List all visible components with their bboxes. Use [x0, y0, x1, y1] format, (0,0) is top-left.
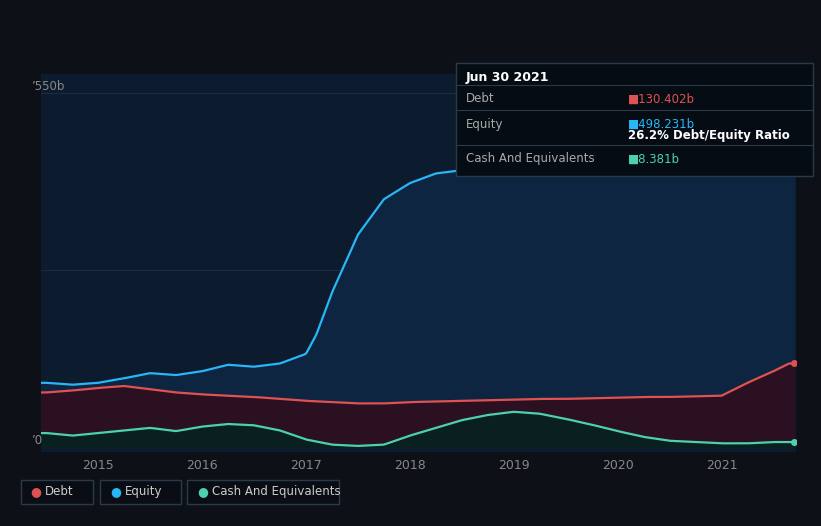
Text: ●: ● — [30, 485, 41, 498]
Text: Cash And Equivalents: Cash And Equivalents — [212, 485, 341, 498]
Text: ’550b: ’550b — [32, 80, 66, 93]
Text: ●: ● — [110, 485, 121, 498]
Text: ■130.402b: ■130.402b — [628, 93, 695, 105]
Text: Equity: Equity — [466, 118, 503, 130]
Text: Jun 30 2021: Jun 30 2021 — [466, 72, 549, 84]
Text: Cash And Equivalents: Cash And Equivalents — [466, 153, 594, 165]
Text: 26.2% Debt/Equity Ratio: 26.2% Debt/Equity Ratio — [628, 129, 790, 142]
Text: ■8.381b: ■8.381b — [628, 153, 680, 165]
Text: ’0: ’0 — [32, 434, 44, 447]
Text: Debt: Debt — [45, 485, 74, 498]
Text: Equity: Equity — [125, 485, 163, 498]
Text: ●: ● — [197, 485, 208, 498]
Text: Debt: Debt — [466, 93, 494, 105]
Text: ■498.231b: ■498.231b — [628, 118, 695, 130]
